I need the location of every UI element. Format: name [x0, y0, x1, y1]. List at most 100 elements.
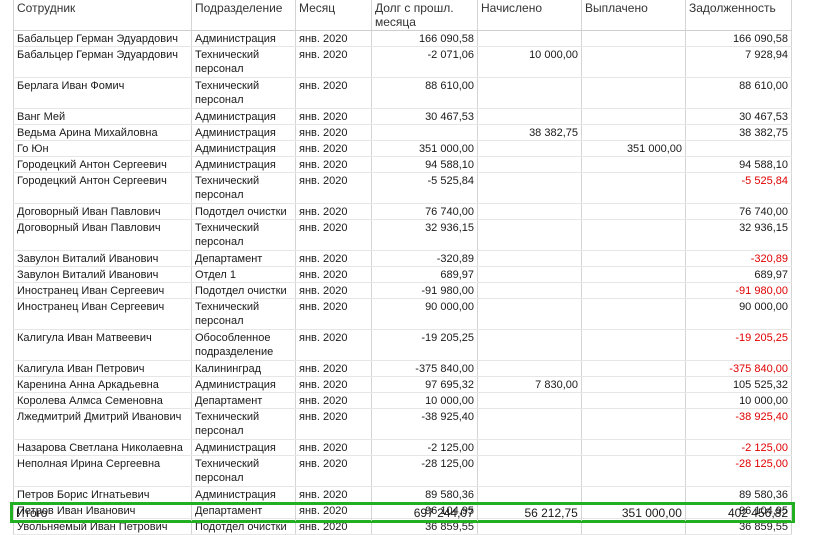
table-row[interactable]: Ведьма Арина Михайловна Администрация янв.…: [13, 124, 792, 141]
cell-paid[interactable]: 351 000,00: [581, 140, 686, 157]
cell-prev-debt[interactable]: 94 588,10: [371, 156, 478, 173]
cell-employee[interactable]: Городецкий Антон Сергеевич: [13, 156, 192, 173]
cell-paid[interactable]: [581, 30, 686, 47]
cell-month[interactable]: янв. 2020: [295, 172, 372, 204]
cell-prev-debt[interactable]: 32 936,15: [371, 219, 478, 251]
cell-month[interactable]: янв. 2020: [295, 266, 372, 283]
cell-prev-debt[interactable]: -5 525,84: [371, 172, 478, 204]
cell-prev-debt[interactable]: 97 695,32: [371, 376, 478, 393]
table-row[interactable]: Назарова Светлана Николаевна Администраци…: [13, 439, 792, 456]
cell-prev-debt[interactable]: 88 610,00: [371, 77, 478, 109]
cell-prev-debt[interactable]: -38 925,40: [371, 408, 478, 440]
cell-paid[interactable]: [581, 203, 686, 220]
cell-paid[interactable]: [581, 439, 686, 456]
cell-accrued[interactable]: [477, 140, 582, 157]
cell-department[interactable]: Технический персонал: [191, 77, 296, 109]
col-header-prev-debt[interactable]: Долг с прошл. месяца: [371, 0, 478, 31]
cell-month[interactable]: янв. 2020: [295, 250, 372, 267]
cell-prev-debt[interactable]: 689,97: [371, 266, 478, 283]
cell-paid[interactable]: [581, 77, 686, 109]
cell-debt[interactable]: 10 000,00: [685, 392, 792, 409]
cell-month[interactable]: янв. 2020: [295, 203, 372, 220]
col-header-accrued[interactable]: Начислено: [477, 0, 582, 31]
cell-paid[interactable]: [581, 108, 686, 125]
table-row[interactable]: Королева Алмса Семеновна Департамент янв. …: [13, 392, 792, 409]
cell-department[interactable]: Администрация: [191, 140, 296, 157]
cell-month[interactable]: янв. 2020: [295, 376, 372, 393]
cell-accrued[interactable]: [477, 298, 582, 330]
cell-department[interactable]: Подотдел очистки: [191, 203, 296, 220]
cell-debt[interactable]: 76 740,00: [685, 203, 792, 220]
cell-paid[interactable]: [581, 250, 686, 267]
cell-accrued[interactable]: 38 382,75: [477, 124, 582, 141]
cell-paid[interactable]: [581, 408, 686, 440]
cell-paid[interactable]: [581, 392, 686, 409]
cell-accrued[interactable]: [477, 329, 582, 361]
cell-accrued[interactable]: [477, 408, 582, 440]
table-row[interactable]: Договорный Иван Павлович Технический перс…: [13, 219, 792, 251]
cell-prev-debt[interactable]: 351 000,00: [371, 140, 478, 157]
cell-debt[interactable]: 30 467,53: [685, 108, 792, 125]
cell-employee[interactable]: Калигула Иван Матвеевич: [13, 329, 192, 361]
table-row[interactable]: Петров Борис Игнатьевич Администрация янв.…: [13, 486, 792, 503]
cell-accrued[interactable]: [477, 439, 582, 456]
cell-prev-debt[interactable]: -375 840,00: [371, 360, 478, 377]
cell-month[interactable]: янв. 2020: [295, 30, 372, 47]
cell-debt[interactable]: -320,89: [685, 250, 792, 267]
cell-prev-debt[interactable]: 10 000,00: [371, 392, 478, 409]
cell-debt[interactable]: 105 525,32: [685, 376, 792, 393]
cell-prev-debt[interactable]: -91 980,00: [371, 282, 478, 299]
table-row[interactable]: Бабальцер Герман Эдуардович Администрация…: [13, 30, 792, 47]
cell-employee[interactable]: Бабальцер Герман Эдуардович: [13, 46, 192, 78]
col-header-month[interactable]: Месяц: [295, 0, 372, 31]
cell-debt[interactable]: 32 936,15: [685, 219, 792, 251]
cell-prev-debt[interactable]: [371, 124, 478, 141]
cell-employee[interactable]: Городецкий Антон Сергеевич: [13, 172, 192, 204]
cell-debt[interactable]: [685, 140, 792, 157]
cell-month[interactable]: янв. 2020: [295, 156, 372, 173]
table-row[interactable]: Калигула Иван Петрович Калининград янв. 20…: [13, 360, 792, 377]
cell-employee[interactable]: Иностранец Иван Сергеевич: [13, 282, 192, 299]
col-header-paid[interactable]: Выплачено: [581, 0, 686, 31]
cell-department[interactable]: Обособленное подразделение: [191, 329, 296, 361]
cell-accrued[interactable]: [477, 156, 582, 173]
cell-accrued[interactable]: [477, 30, 582, 47]
cell-department[interactable]: Администрация: [191, 124, 296, 141]
col-header-debt[interactable]: Задолженность: [685, 0, 792, 31]
cell-employee[interactable]: Берлага Иван Фомич: [13, 77, 192, 109]
table-row[interactable]: Неполная Ирина Сергеевна Технический перс…: [13, 455, 792, 487]
table-row[interactable]: Калигула Иван Матвеевич Обособленное подр…: [13, 329, 792, 361]
cell-accrued[interactable]: [477, 266, 582, 283]
cell-paid[interactable]: [581, 156, 686, 173]
cell-paid[interactable]: [581, 298, 686, 330]
cell-prev-debt[interactable]: -320,89: [371, 250, 478, 267]
table-row[interactable]: Берлага Иван Фомич Технический персонал ян…: [13, 77, 792, 109]
table-row[interactable]: Городецкий Антон Сергеевич Технический пе…: [13, 172, 792, 204]
cell-debt[interactable]: -375 840,00: [685, 360, 792, 377]
cell-debt[interactable]: -5 525,84: [685, 172, 792, 204]
cell-department[interactable]: Технический персонал: [191, 298, 296, 330]
table-row[interactable]: Бабальцер Герман Эдуардович Технический п…: [13, 46, 792, 78]
cell-month[interactable]: янв. 2020: [295, 124, 372, 141]
table-row[interactable]: Завулон Виталий Иванович Отдел 1 янв. 2020…: [13, 266, 792, 283]
cell-paid[interactable]: [581, 329, 686, 361]
cell-employee[interactable]: Лжедмитрий Дмитрий Иванович: [13, 408, 192, 440]
cell-paid[interactable]: [581, 486, 686, 503]
cell-accrued[interactable]: [477, 219, 582, 251]
table-row[interactable]: Городецкий Антон Сергеевич Администрация я…: [13, 156, 792, 173]
cell-employee[interactable]: Назарова Светлана Николаевна: [13, 439, 192, 456]
cell-debt[interactable]: -19 205,25: [685, 329, 792, 361]
cell-prev-debt[interactable]: -28 125,00: [371, 455, 478, 487]
cell-debt[interactable]: 38 382,75: [685, 124, 792, 141]
cell-department[interactable]: Департамент: [191, 392, 296, 409]
cell-accrued[interactable]: [477, 250, 582, 267]
cell-department[interactable]: Администрация: [191, 376, 296, 393]
cell-debt[interactable]: 89 580,36: [685, 486, 792, 503]
cell-month[interactable]: янв. 2020: [295, 329, 372, 361]
cell-employee[interactable]: Иностранец Иван Сергеевич: [13, 298, 192, 330]
cell-department[interactable]: Технический персонал: [191, 455, 296, 487]
cell-month[interactable]: янв. 2020: [295, 298, 372, 330]
cell-month[interactable]: янв. 2020: [295, 439, 372, 456]
cell-debt[interactable]: 689,97: [685, 266, 792, 283]
cell-paid[interactable]: [581, 124, 686, 141]
